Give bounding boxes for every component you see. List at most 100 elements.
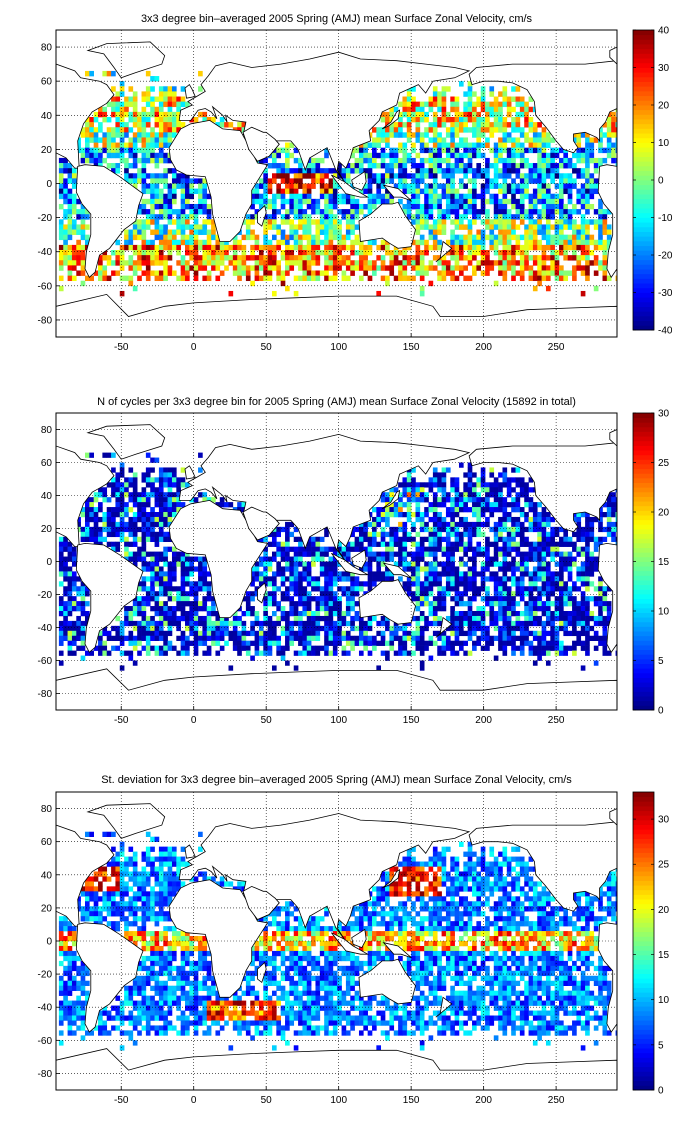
bin-cell <box>319 239 325 246</box>
bin-cell <box>354 239 360 246</box>
bin-cell <box>206 596 212 602</box>
bin-cell <box>145 157 151 164</box>
bin-cell <box>193 255 199 261</box>
bin-cell <box>337 625 342 632</box>
bin-cell <box>163 546 168 552</box>
bin-cell <box>111 147 116 154</box>
bin-cell <box>289 561 295 567</box>
bin-cell <box>132 111 138 118</box>
bin-cell <box>167 270 173 276</box>
bin-cell <box>154 606 160 612</box>
bin-cell <box>493 244 499 251</box>
bin-cell <box>124 147 129 154</box>
bin-cell <box>437 596 442 602</box>
bin-cell <box>119 472 125 478</box>
bin-cell <box>428 106 434 113</box>
bin-cell <box>163 116 168 123</box>
bin-cell <box>324 275 329 282</box>
bin-cell <box>58 188 64 195</box>
bin-cell <box>119 255 125 261</box>
bin-cell <box>519 96 525 102</box>
bin-cell <box>189 571 195 577</box>
bin-cell <box>80 645 86 651</box>
bin-cell <box>71 203 77 210</box>
bin-cell <box>363 147 368 154</box>
bin-cell <box>237 265 242 271</box>
colorbar-step <box>633 236 654 242</box>
bin-cell <box>585 198 590 205</box>
bin-cell <box>450 512 455 518</box>
bin-cell <box>89 137 94 143</box>
bin-cell <box>202 178 208 184</box>
bin-cell <box>380 620 386 627</box>
bin-cell <box>80 531 86 538</box>
bin-cell <box>498 615 503 622</box>
bin-cell <box>119 101 125 108</box>
bin-cell <box>589 173 595 179</box>
bin-cell <box>593 219 599 225</box>
bin-cell <box>328 209 334 215</box>
bin-cell <box>102 116 108 123</box>
bin-cell <box>506 561 512 567</box>
bin-cell <box>280 214 286 220</box>
bin-cell <box>432 137 438 143</box>
bin-cell <box>185 198 190 205</box>
bin-cell <box>445 645 451 651</box>
bin-cell <box>411 96 416 102</box>
bin-cell <box>372 142 377 148</box>
bin-cell <box>150 645 155 651</box>
bin-cell <box>71 250 77 256</box>
bin-cell <box>554 152 560 159</box>
bin-cell <box>537 198 542 205</box>
bin-cell <box>528 275 534 282</box>
bin-cell <box>285 152 290 159</box>
bin-cell <box>150 101 155 108</box>
bin-cell <box>358 142 364 148</box>
bin-cell <box>215 260 221 266</box>
bin-cell <box>450 96 455 102</box>
bin-cell <box>419 546 425 552</box>
colorbar-step <box>633 109 654 115</box>
bin-cell <box>372 137 377 143</box>
bin-cell <box>445 250 451 256</box>
bin-cell <box>132 502 138 508</box>
bin-cell <box>254 650 260 656</box>
bin-cell <box>285 214 290 220</box>
bin-cell <box>467 546 473 552</box>
bin-cell <box>406 581 412 587</box>
bin-cell <box>271 556 277 562</box>
bin-cell <box>163 482 168 488</box>
bin-cell <box>402 521 408 528</box>
bin-cell <box>450 127 455 133</box>
bin-cell <box>176 591 181 597</box>
bin-cell <box>385 546 390 552</box>
bin-cell <box>306 260 312 266</box>
bin-cell <box>84 234 90 241</box>
bin-cell <box>202 116 208 123</box>
bin-cell <box>502 467 508 473</box>
bin-cell <box>441 157 447 164</box>
bin-cell <box>598 239 603 246</box>
bin-cell <box>545 137 551 143</box>
bin-cell <box>363 526 368 533</box>
bin-cell <box>467 650 473 656</box>
bin-cell <box>76 576 81 582</box>
bin-cell <box>150 581 155 587</box>
bin-cell <box>163 492 168 498</box>
bin-cell <box>89 497 94 503</box>
bin-cell <box>202 265 208 271</box>
bin-cell <box>219 502 225 508</box>
bin-cell <box>345 219 351 225</box>
bin-cell <box>84 127 90 133</box>
bin-cell <box>111 526 116 533</box>
bin-cell <box>480 576 486 582</box>
bin-cell <box>472 630 477 637</box>
bin-cell <box>289 620 295 627</box>
bin-cell <box>289 203 295 210</box>
bin-cell <box>467 467 473 473</box>
bin-cell <box>145 576 151 582</box>
bin-cell <box>180 122 186 128</box>
bin-cell <box>263 214 268 220</box>
bin-cell <box>532 285 538 292</box>
bin-cell <box>271 198 277 205</box>
